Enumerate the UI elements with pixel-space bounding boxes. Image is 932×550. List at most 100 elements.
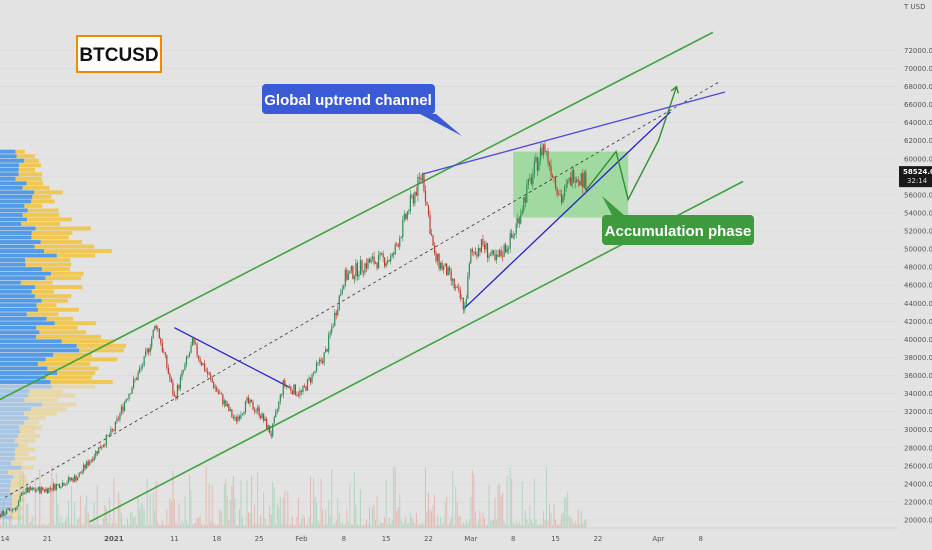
volume-bar	[155, 481, 157, 528]
price-tick-label: 70000.0	[904, 65, 932, 73]
price-tick-label: 62000.0	[904, 137, 932, 145]
volume-profile-bar	[21, 465, 34, 470]
candle-body	[500, 250, 502, 256]
candle-body	[583, 172, 585, 188]
volume-bar	[411, 517, 413, 528]
candle-body	[288, 386, 290, 388]
volume-bar	[291, 516, 293, 528]
resistance-line[interactable]	[174, 327, 290, 388]
candle-body	[261, 413, 263, 419]
volume-bar	[83, 524, 85, 528]
volume-bar	[567, 491, 569, 528]
candle-body	[420, 178, 422, 181]
channel-mid-line[interactable]	[4, 81, 720, 498]
candle-body	[356, 262, 359, 277]
volume-profile-bar	[44, 249, 112, 254]
candle-body	[70, 478, 73, 481]
volume-bar	[12, 524, 14, 528]
candle-body	[488, 255, 490, 258]
volume-bar	[196, 518, 198, 528]
candle-body	[577, 179, 579, 182]
candle-body	[57, 484, 59, 485]
volume-bar	[488, 484, 490, 528]
volume-profile-bar	[0, 289, 32, 294]
volume-profile-bar	[31, 231, 73, 235]
volume-profile-bar	[47, 366, 99, 371]
volume-bar	[52, 479, 54, 528]
projection-polyline[interactable]	[585, 86, 678, 202]
volume-bar	[311, 521, 313, 528]
candle-body	[164, 352, 166, 355]
candle-body	[362, 271, 365, 273]
volume-profile-bar	[0, 425, 20, 430]
volume-bar	[539, 524, 541, 528]
volume-bar	[473, 474, 475, 528]
candle-body	[172, 382, 174, 395]
candle-body	[152, 329, 154, 339]
candle-body	[96, 451, 98, 454]
annotation-uptrend-box	[262, 84, 435, 114]
volume-bar	[303, 516, 305, 528]
candle-body	[509, 233, 511, 249]
volume-bar	[429, 509, 431, 528]
candle-body	[207, 371, 209, 375]
volume-profile-bar	[50, 380, 113, 384]
upper-wedge-line[interactable]	[422, 91, 726, 175]
candle-body	[264, 418, 266, 421]
time-tick-label: Feb	[295, 535, 308, 543]
candle-body	[145, 351, 147, 357]
channel-upper-line[interactable]	[0, 31, 714, 406]
volume-bar	[133, 517, 135, 528]
volume-bar	[524, 509, 526, 528]
volume-bar	[391, 519, 393, 528]
volume-profile-bar	[57, 371, 96, 375]
support-line[interactable]	[464, 111, 671, 309]
volume-profile-bar	[11, 501, 19, 506]
volume-bar	[13, 524, 15, 528]
time-tick-label: Apr	[652, 535, 664, 543]
candle-body	[36, 490, 38, 492]
candle-body	[161, 343, 163, 352]
candle-body	[155, 325, 157, 329]
volume-profile-bar	[36, 334, 102, 339]
projection-path	[585, 85, 679, 202]
volume-profile-bar	[28, 416, 47, 421]
candle-body	[382, 253, 384, 258]
volume-profile-bar	[26, 312, 59, 317]
volume-bar	[458, 516, 460, 528]
volume-bar	[269, 506, 271, 528]
volume-bar	[63, 522, 65, 528]
candle-body	[40, 487, 42, 494]
volume-profile-bar	[0, 321, 55, 326]
candle-body	[553, 177, 555, 179]
candle-body	[95, 451, 97, 457]
volume-profile-bar	[10, 483, 25, 488]
volume-profile-bar	[54, 321, 96, 326]
volume-bar	[134, 516, 136, 528]
volume-bar	[117, 492, 119, 528]
candle-body	[402, 219, 404, 237]
price-tick-label: 30000.0	[904, 426, 932, 434]
candle-body	[249, 399, 251, 404]
candle-body	[314, 370, 316, 373]
volume-bar	[558, 524, 560, 528]
volume-bar	[467, 523, 469, 528]
volume-bar	[561, 513, 563, 528]
volume-bar	[255, 523, 257, 528]
volume-bar	[347, 522, 349, 528]
volume-bar	[403, 522, 405, 528]
candle-body	[237, 416, 239, 422]
volume-bar	[111, 522, 113, 528]
volume-bar	[285, 524, 287, 528]
volume-bar	[279, 496, 281, 528]
volume-bar	[154, 510, 156, 528]
volume-bar	[125, 524, 127, 528]
candle-body	[541, 147, 543, 156]
volume-bar	[235, 524, 237, 528]
volume-profile-bar	[16, 154, 35, 159]
volume-bar	[290, 523, 292, 528]
candle-body	[275, 411, 277, 418]
volume-bar	[49, 484, 51, 528]
candle-body	[80, 472, 82, 474]
